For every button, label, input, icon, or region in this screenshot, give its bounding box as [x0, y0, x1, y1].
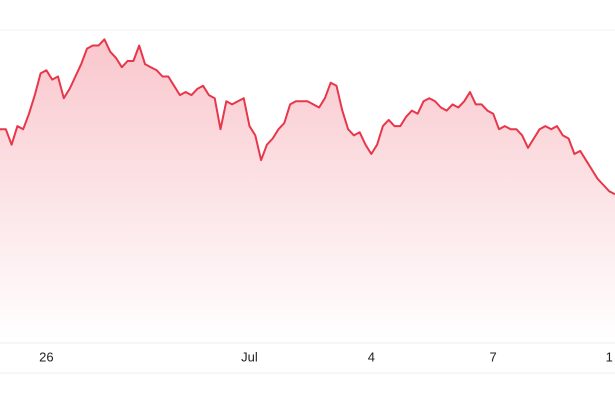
x-tick-label: 1 — [606, 349, 613, 364]
x-tick-label: 4 — [368, 349, 375, 364]
x-tick-label: 26 — [39, 349, 53, 364]
area-fill — [0, 39, 615, 341]
x-tick-label: Jul — [241, 349, 258, 364]
price-line — [0, 38, 615, 196]
x-tick-label: 7 — [490, 349, 497, 364]
